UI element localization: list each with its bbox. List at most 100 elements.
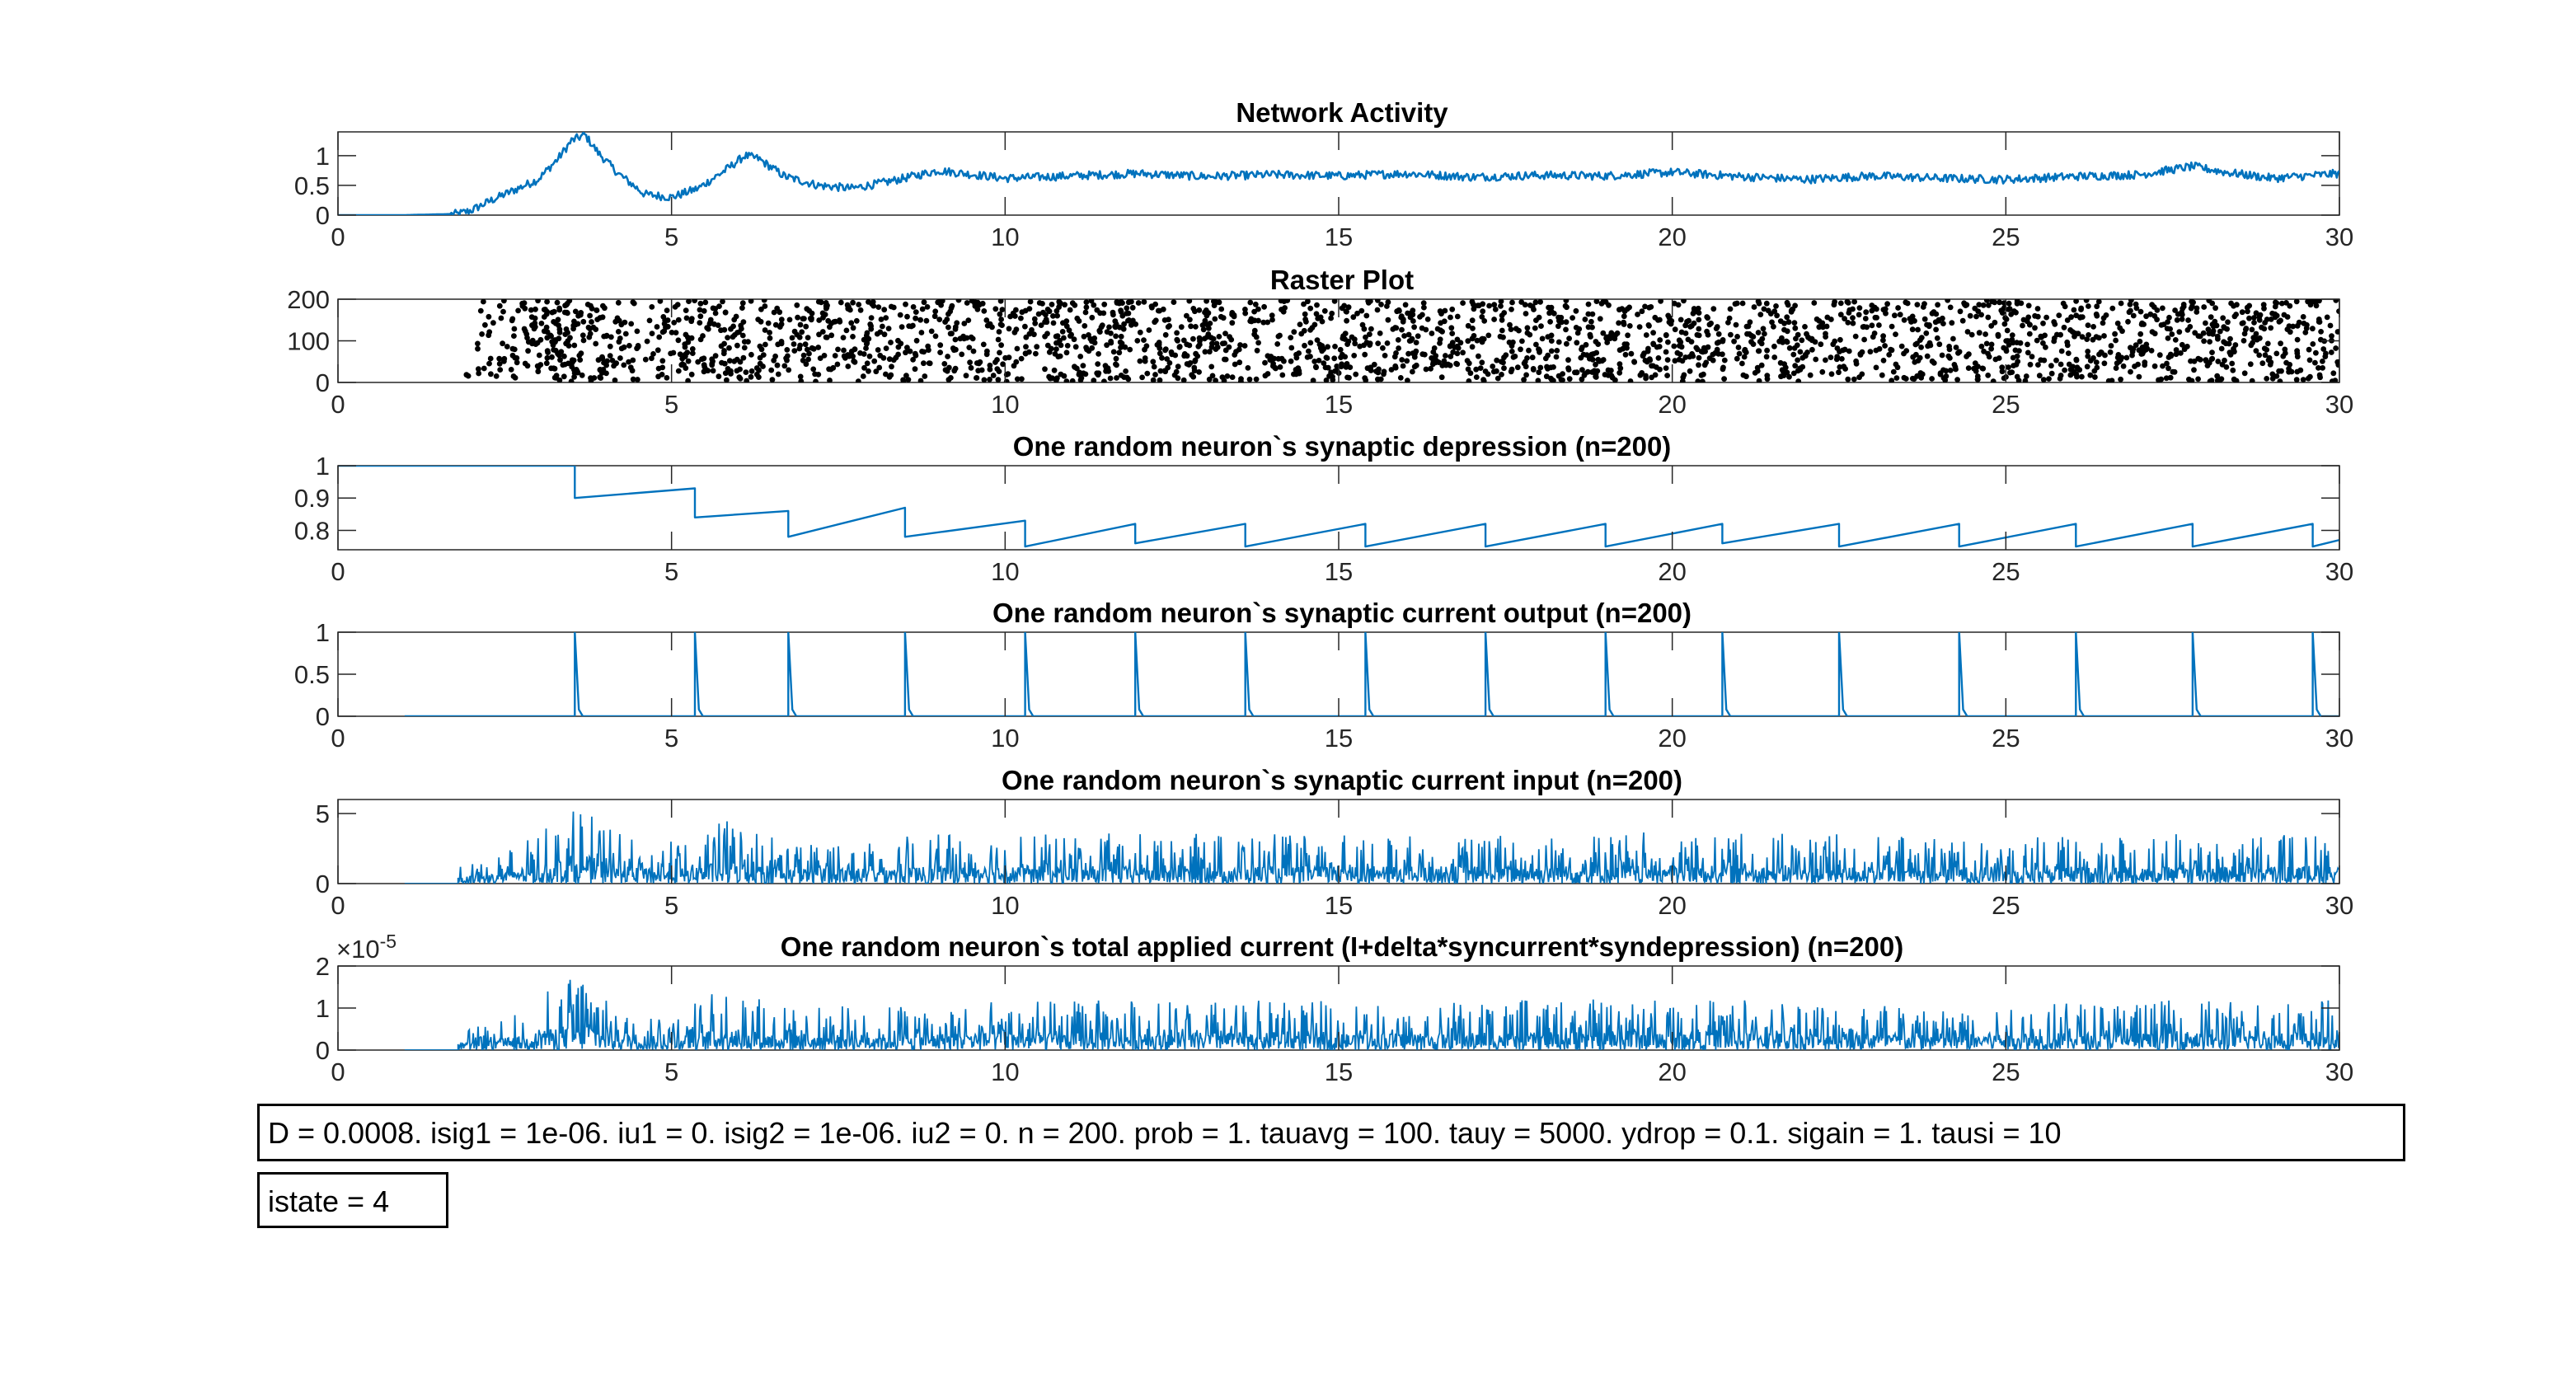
raster-point xyxy=(663,324,669,331)
raster-point xyxy=(2313,349,2319,356)
raster-point xyxy=(1123,368,1128,374)
raster-point xyxy=(591,375,598,381)
raster-point xyxy=(1410,318,1416,324)
raster-point xyxy=(1616,361,1623,368)
raster-point xyxy=(1395,337,1401,343)
raster-point xyxy=(1893,361,1899,368)
raster-point xyxy=(1247,299,1254,306)
raster-point xyxy=(2058,373,2064,378)
raster-point xyxy=(1142,358,1148,364)
raster-point xyxy=(1874,315,1880,321)
raster-point xyxy=(2294,368,2301,375)
raster-point xyxy=(1978,343,1985,349)
x-tick-label: 20 xyxy=(1658,557,1686,586)
raster-point xyxy=(1312,363,1319,370)
raster-point xyxy=(1208,363,1215,370)
raster-point xyxy=(1229,320,1236,326)
raster-point xyxy=(675,368,682,374)
raster-point xyxy=(2128,368,2133,375)
raster-point xyxy=(1844,299,1851,305)
raster-point xyxy=(1202,349,1208,355)
raster-point xyxy=(1053,346,1059,352)
raster-point xyxy=(1054,333,1061,339)
raster-point xyxy=(2163,375,2170,382)
raster-point xyxy=(784,347,791,353)
raster-point xyxy=(1359,321,1366,328)
raster-point xyxy=(1763,354,1770,360)
raster-point xyxy=(875,304,882,310)
raster-point xyxy=(1063,378,1070,382)
raster-point xyxy=(2002,315,2009,321)
raster-point xyxy=(2223,364,2230,370)
raster-point xyxy=(757,354,763,361)
raster-point xyxy=(1773,303,1779,309)
raster-point xyxy=(1213,377,1218,382)
raster-point xyxy=(2323,350,2329,357)
raster-point xyxy=(1344,317,1349,324)
raster-point xyxy=(2109,377,2115,382)
raster-point xyxy=(561,373,567,380)
raster-point xyxy=(1415,333,1421,340)
raster-point xyxy=(1845,376,1851,382)
raster-point xyxy=(572,308,579,315)
raster-point xyxy=(881,307,888,313)
raster-point xyxy=(2042,332,2048,339)
raster-point xyxy=(1342,354,1349,360)
raster-point xyxy=(2096,335,2102,341)
raster-point xyxy=(1410,368,1415,375)
raster-point xyxy=(1649,363,1654,369)
raster-point xyxy=(1460,349,1466,356)
raster-point xyxy=(2221,339,2227,345)
plot-area xyxy=(404,979,2339,1050)
raster-point xyxy=(1089,314,1096,321)
raster-point xyxy=(1999,310,2006,316)
raster-point xyxy=(1687,368,1693,374)
raster-point xyxy=(809,310,815,317)
raster-point xyxy=(1533,341,1539,348)
raster-point xyxy=(2087,358,2094,363)
raster-point xyxy=(1972,305,1978,312)
raster-point xyxy=(745,339,751,345)
raster-point xyxy=(737,366,743,373)
raster-point xyxy=(842,355,848,361)
raster-point xyxy=(1918,335,1925,340)
raster-point xyxy=(1057,337,1063,344)
raster-point xyxy=(2125,318,2131,325)
raster-point xyxy=(2064,342,2071,349)
raster-point xyxy=(1448,314,1453,321)
raster-point xyxy=(838,299,844,306)
raster-point xyxy=(1524,325,1531,331)
raster-point xyxy=(2040,340,2046,346)
raster-point xyxy=(562,361,568,368)
raster-point xyxy=(875,347,881,353)
raster-point xyxy=(1728,331,1734,338)
raster-point xyxy=(824,302,830,309)
raster-point xyxy=(1204,299,1209,304)
raster-point xyxy=(2312,359,2318,366)
x-tick-label: 5 xyxy=(664,1057,678,1086)
x-tick-label: 15 xyxy=(1325,223,1353,251)
raster-point xyxy=(1954,377,1961,382)
raster-point xyxy=(1454,336,1461,343)
x-tick-label: 0 xyxy=(331,891,345,920)
raster-point xyxy=(1150,377,1157,382)
raster-point xyxy=(600,302,606,309)
raster-point xyxy=(2093,311,2100,317)
raster-point xyxy=(907,348,913,354)
raster-point xyxy=(554,299,561,306)
raster-point xyxy=(1039,301,1045,307)
raster-point xyxy=(1353,371,1359,377)
raster-point xyxy=(1288,358,1294,364)
raster-point xyxy=(1392,363,1399,369)
raster-point xyxy=(1967,312,1973,319)
raster-point xyxy=(1228,336,1235,343)
raster-point xyxy=(1756,377,1762,382)
raster-point xyxy=(2160,305,2165,312)
raster-point xyxy=(1983,299,1990,303)
x-tick-label: 5 xyxy=(664,390,678,419)
raster-point xyxy=(1774,312,1781,319)
raster-point xyxy=(1936,341,1943,348)
raster-point xyxy=(992,359,998,365)
raster-point xyxy=(1209,340,1215,347)
raster-point xyxy=(1834,354,1841,360)
